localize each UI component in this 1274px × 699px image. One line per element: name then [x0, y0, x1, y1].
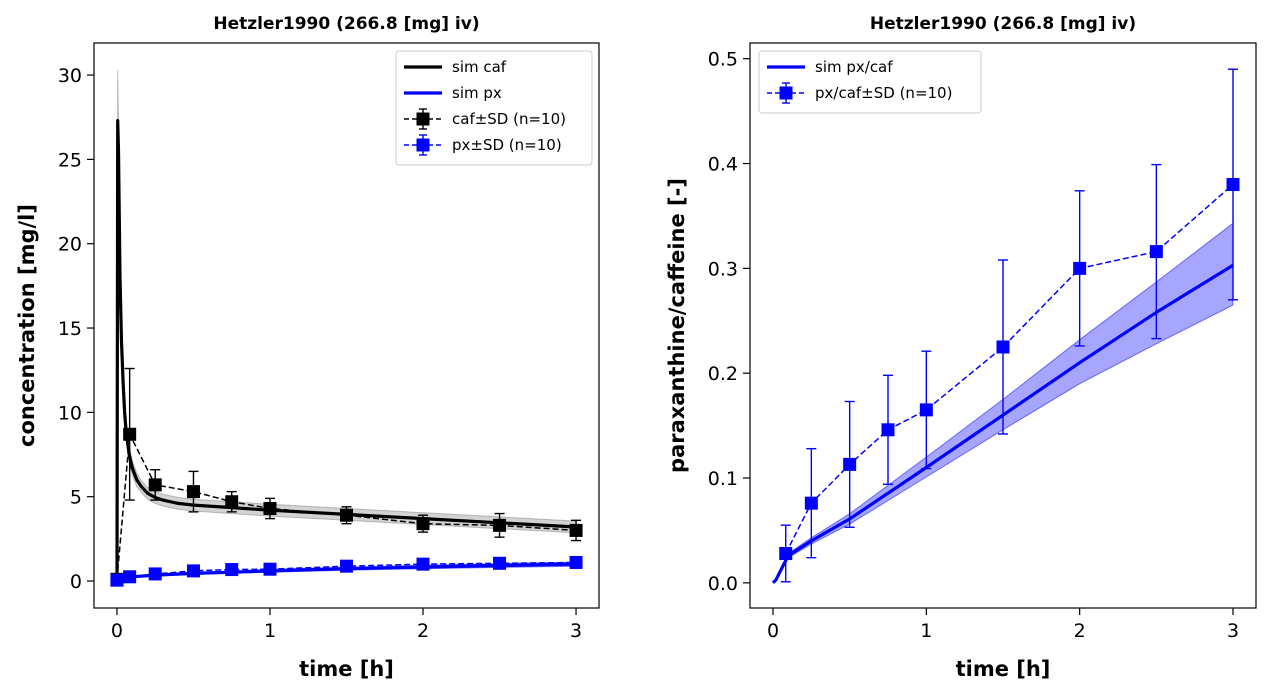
y-axis-label: paraxanthine/caffeine [-] [665, 178, 689, 473]
y-tick-label: 0.0 [708, 573, 738, 595]
y-tick-label: 25 [58, 149, 82, 171]
data-point [123, 570, 137, 584]
data-point [779, 546, 793, 560]
data-point [186, 564, 200, 578]
legend-box [758, 50, 982, 114]
data-point [225, 563, 239, 577]
legend-marker [416, 138, 430, 152]
y-tick-label: 0.1 [708, 468, 738, 490]
data-point [340, 508, 353, 522]
series-dashed-line [116, 431, 577, 580]
chart-title: Hetzler1990 (266.8 [mg] iv) [870, 14, 1136, 34]
y-tick-label: 0.5 [708, 49, 738, 71]
x-tick-label: 1 [264, 620, 276, 642]
data-point [186, 485, 200, 499]
legend-marker [416, 112, 430, 126]
legend-label: sim caf [452, 58, 507, 76]
data-point [340, 559, 353, 573]
data-point [1073, 261, 1087, 275]
chart-title: Hetzler1990 (266.8 [mg] iv) [213, 14, 479, 34]
data-point [843, 457, 857, 471]
x-axis-label: time [h] [956, 657, 1051, 681]
legend: sim px/caf px/caf±SD (n=10) [758, 50, 982, 114]
y-tick-label: 5 [70, 487, 82, 509]
data-point [123, 427, 137, 441]
data-point [263, 562, 277, 576]
plot-area [110, 69, 583, 587]
legend: sim caf sim px caf±SD (n=10) px±SD (n=10) [395, 50, 593, 166]
y-tick-label: 0.3 [708, 258, 738, 280]
data-point [1226, 178, 1240, 192]
legend-label: sim px/caf [815, 58, 893, 76]
x-axis-label: time [h] [299, 657, 394, 681]
legend-marker [779, 86, 793, 100]
data-point [110, 573, 124, 587]
data-point [1149, 245, 1163, 259]
data-point [493, 518, 507, 532]
data-point [148, 478, 162, 492]
series-line [115, 118, 577, 582]
legend-box [395, 50, 593, 166]
data-point [263, 501, 277, 515]
y-axis-label: concentration [mg/l] [15, 204, 39, 447]
data-point [148, 567, 162, 581]
series-dashed-line [785, 183, 1234, 554]
x-tick-label: 3 [570, 620, 582, 642]
y-tick-label: 15 [58, 318, 82, 340]
data-point [416, 517, 430, 531]
y-tick-label: 10 [58, 402, 82, 424]
data-point [493, 556, 507, 570]
x-tick-label: 0 [111, 620, 123, 642]
x-tick-label: 0 [767, 620, 779, 642]
y-tick-label: 20 [58, 234, 82, 256]
y-tick-label: 30 [58, 65, 82, 87]
data-point [919, 403, 933, 417]
data-point [996, 340, 1010, 354]
data-point [569, 523, 583, 537]
x-tick-label: 2 [417, 620, 429, 642]
legend-label: px/caf±SD (n=10) [815, 84, 952, 102]
axes-frame [749, 42, 1257, 609]
series-dashed-line [116, 561, 577, 581]
plot-area [771, 68, 1240, 584]
data-point [881, 423, 895, 437]
legend-label: px±SD (n=10) [452, 136, 562, 154]
x-tick-label: 3 [1227, 620, 1239, 642]
chart-panel-1: Hetzler1990 (266.8 [mg] iv)0 1 2 3051015202… [15, 14, 600, 681]
axes-frame [93, 42, 600, 609]
data-point [416, 557, 430, 571]
legend-label: caf±SD (n=10) [452, 110, 566, 128]
y-tick-label: 0.2 [708, 363, 738, 385]
legend-label: sim px [452, 84, 502, 102]
x-tick-label: 1 [920, 620, 932, 642]
x-tick-label: 2 [1074, 620, 1086, 642]
chart-panel-2: Hetzler1990 (266.8 [mg] iv) 0 1 2 3 0.0 0.1 0.2… [665, 14, 1257, 681]
data-point [804, 496, 818, 510]
data-point [569, 555, 583, 569]
y-tick-label: 0.4 [708, 154, 738, 176]
y-tick-label: 0 [70, 571, 82, 593]
data-point [225, 495, 239, 509]
